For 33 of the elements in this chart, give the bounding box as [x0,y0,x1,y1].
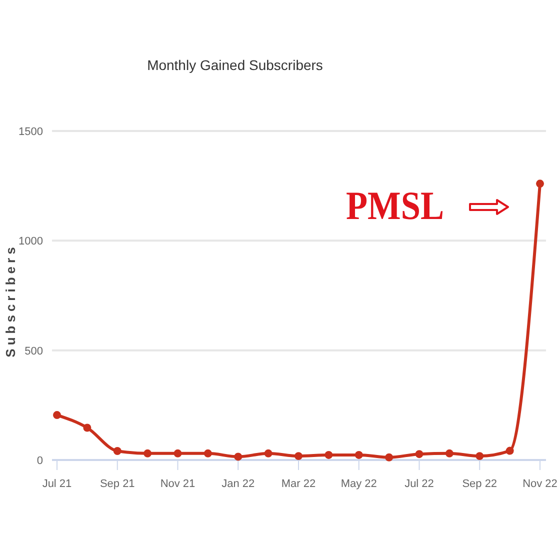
point [415,450,424,458]
x-tick-label: Jan 22 [222,478,255,490]
annotation: PMSL [346,183,458,228]
x-tick-label: Sep 22 [462,478,498,490]
x-tick-label: Jul 21 [42,478,72,490]
point [445,449,454,458]
point [506,446,514,455]
chart-title: Monthly Gained Subscribers [147,57,323,73]
y-tick-label: 0 [36,455,43,467]
y-tick-label: 500 [24,345,43,358]
point [385,453,394,462]
point [204,449,212,458]
y-axis-title: Subscribers [3,244,18,358]
x-tick-label: Nov 22 [522,478,558,490]
x-tick-label: May 22 [340,478,377,490]
y-tick-label: 1500 [18,126,43,138]
y-tick-label: 1000 [18,236,43,248]
point [113,447,122,455]
point [294,452,302,460]
x-tick-label: Sep 21 [100,478,135,490]
point [264,449,272,458]
point [476,452,484,460]
point [144,449,152,458]
x-tick-label: Nov 21 [160,478,196,490]
point [83,424,92,432]
point [354,450,363,459]
x-tick-label: Mar 22 [281,478,316,490]
point [324,450,333,459]
x-tick-label: Jul 22 [404,478,434,490]
point [174,449,182,458]
point [234,452,242,461]
point [53,411,61,420]
point [536,180,544,188]
